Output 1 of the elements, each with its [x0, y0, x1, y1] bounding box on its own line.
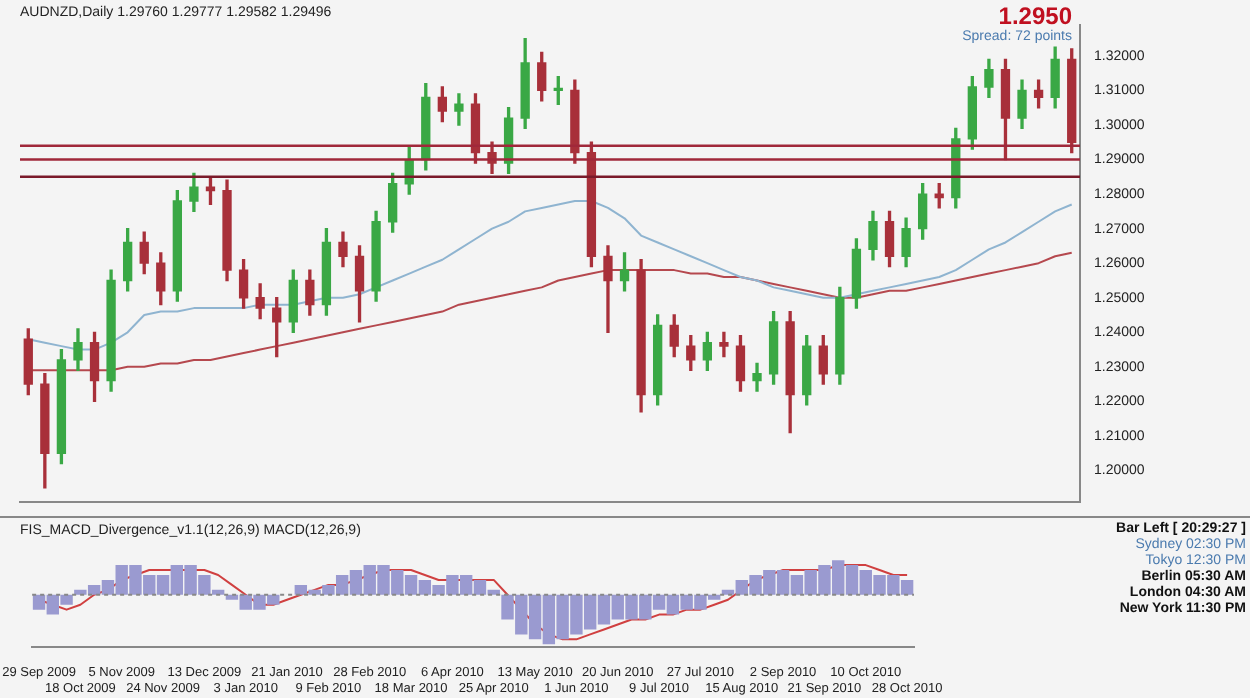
annotation: 1.2950: [998, 2, 1072, 30]
